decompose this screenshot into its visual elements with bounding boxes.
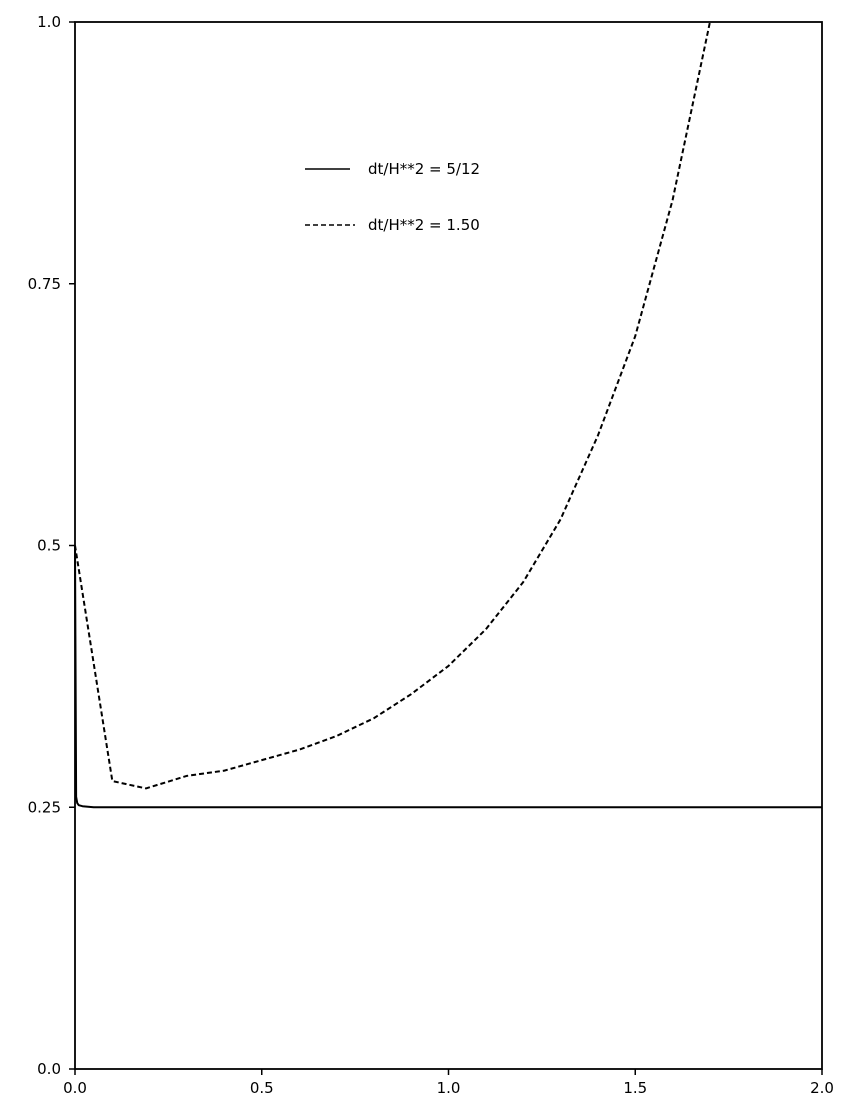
y-tick-label: 0.25 xyxy=(28,798,61,816)
series-layer xyxy=(74,21,822,809)
x-axis: 0.0 0.5 1.0 1.5 2.0 xyxy=(63,1069,834,1097)
x-tick-label: 0.0 xyxy=(63,1079,87,1097)
x-tick-label: 2.0 xyxy=(810,1079,834,1097)
y-tick-label: 1.0 xyxy=(37,13,61,31)
x-tick-label: 1.5 xyxy=(623,1079,647,1097)
series-line-dashed xyxy=(74,21,711,790)
x-tick-label: 0.5 xyxy=(250,1079,274,1097)
plot-frame xyxy=(74,21,823,1070)
y-tick-label: 0.5 xyxy=(37,537,61,555)
legend-label-dashed: dt/H**2 = 1.50 xyxy=(368,216,480,234)
y-tick-label: 0.0 xyxy=(37,1060,61,1078)
plot-border xyxy=(74,21,823,1070)
legend-label-solid: dt/H**2 = 5/12 xyxy=(368,160,480,178)
x-tick-label: 1.0 xyxy=(437,1079,461,1097)
y-axis: 0.0 0.25 0.5 0.75 1.0 xyxy=(28,13,75,1078)
legend: dt/H**2 = 5/12 dt/H**2 = 1.50 xyxy=(305,160,480,234)
y-tick-label: 0.75 xyxy=(28,275,61,293)
series-line-solid xyxy=(74,545,822,809)
